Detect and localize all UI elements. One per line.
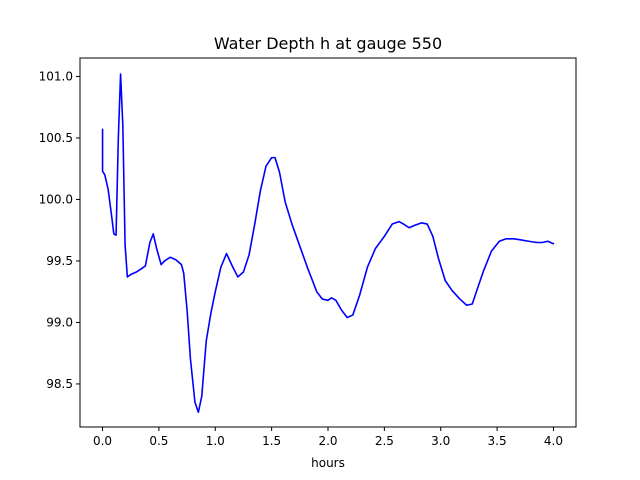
x-tick-label: 3.5 <box>488 434 507 448</box>
plot-area: 0.0 0.5 1.0 1.5 2.0 2.5 3.0 3.5 4.0 98.5 99.0 99.5 1… <box>39 57 577 448</box>
x-tick-label: 1.5 <box>262 434 281 448</box>
y-tick-label: 98.5 <box>46 377 73 391</box>
plot-frame <box>79 57 577 428</box>
x-tick-label: 3.0 <box>431 434 450 448</box>
x-tick-label: 1.0 <box>206 434 225 448</box>
x-tick-label: 2.0 <box>318 434 337 448</box>
y-tick-label: 100.5 <box>39 131 73 145</box>
x-tick-label: 0.5 <box>149 434 168 448</box>
y-tick-label: 99.5 <box>46 254 73 268</box>
series-line-0 <box>101 73 555 414</box>
x-tick-label: 0.0 <box>93 434 112 448</box>
x-axis-label: hours <box>311 456 345 470</box>
y-tick-label: 101.0 <box>39 69 73 83</box>
y-tick-label: 99.0 <box>46 315 73 329</box>
chart-title: Water Depth h at gauge 550 <box>214 34 442 53</box>
x-tick-label: 4.0 <box>544 434 563 448</box>
y-tick-label: 100.0 <box>39 192 73 206</box>
x-tick-label: 2.5 <box>375 434 394 448</box>
